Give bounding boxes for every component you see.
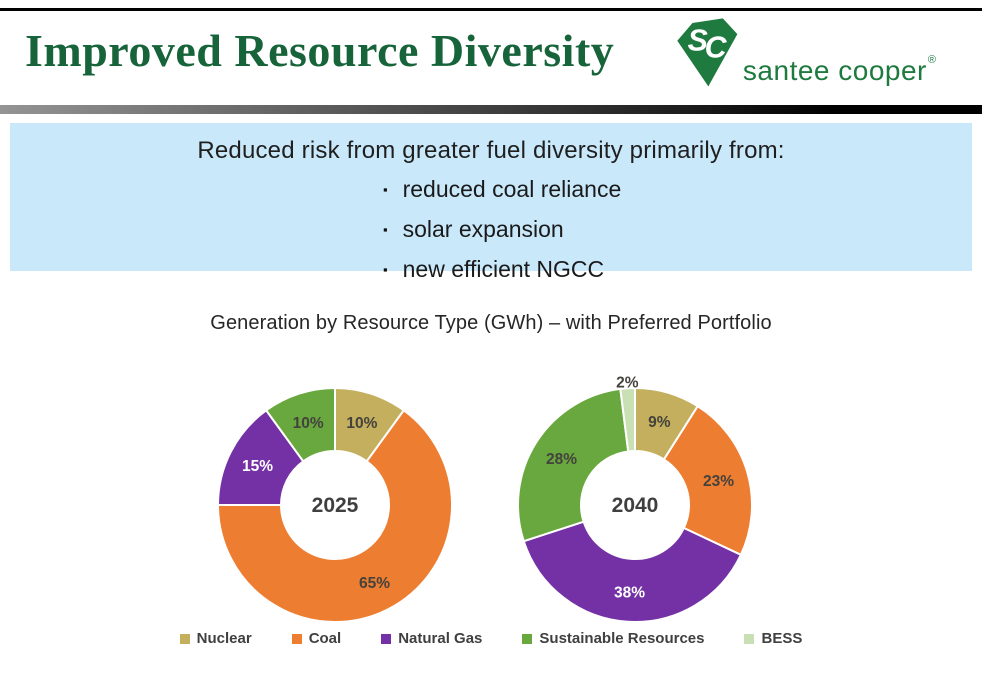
legend-label: Nuclear <box>196 630 252 647</box>
data-label: 65% <box>359 575 390 592</box>
legend-label: Coal <box>308 630 342 647</box>
legend-label: BESS <box>761 630 803 647</box>
bullet-text: solar expansion <box>402 216 564 242</box>
bullet-text: reduced coal reliance <box>402 176 622 202</box>
bullet-item: new efficient NGCC <box>383 251 972 291</box>
header-divider <box>0 105 982 114</box>
donut-center-label: 2040 <box>612 494 659 517</box>
svg-text:C: C <box>705 31 728 64</box>
data-label: 28% <box>546 451 577 468</box>
santee-cooper-gem-icon: S C <box>677 18 738 87</box>
donut-chart-2040: 9% 23% 38% 28% 2% 2040 <box>505 357 765 653</box>
bullet-item: solar expansion <box>383 211 972 251</box>
data-label: 15% <box>242 458 273 475</box>
data-label: 10% <box>346 415 377 432</box>
legend-item-bess: BESS <box>744 630 802 647</box>
bullet-text: new efficient NGCC <box>402 256 605 282</box>
legend-item-sustainable-resources: Sustainable Resources <box>522 630 704 647</box>
slice-sustainable-resources <box>265 387 336 463</box>
svg-text:S: S <box>688 25 708 58</box>
callout-heading: Reduced risk from greater fuel diversity… <box>197 137 785 164</box>
top-border-line <box>0 8 982 11</box>
data-label: 9% <box>648 414 671 431</box>
brand-logo: S C santee cooper ® <box>674 16 936 88</box>
donut-chart-2025: 10% 65% 15% 10% 2025 <box>205 357 465 653</box>
legend-label: Natural Gas <box>398 630 483 647</box>
legend-item-coal: Coal <box>291 630 342 647</box>
slice-coal <box>217 409 453 623</box>
slice-sustainable-resources <box>517 387 630 543</box>
registered-trademark-symbol: ® <box>927 54 936 66</box>
slice-bess <box>619 386 636 453</box>
donut-center-label: 2025 <box>312 494 359 517</box>
data-label: 10% <box>293 415 324 432</box>
slice-coal <box>662 405 753 556</box>
legend-label: Sustainable Resources <box>539 630 705 647</box>
slice-natural-gas <box>522 520 742 623</box>
legend-swatch-icon <box>522 633 533 644</box>
donut-svg-2040: 9% 23% 38% 28% 2% 2040 <box>517 375 753 623</box>
chart-legend: Nuclear Coal Natural Gas Sustainable Resour… <box>0 630 982 647</box>
legend-swatch-icon <box>291 633 302 644</box>
legend-swatch-icon <box>179 633 190 644</box>
brand-name: santee cooper <box>742 55 927 86</box>
callout-bullet-list: reduced coal reliance solar expansion ne… <box>383 171 972 291</box>
bullet-item: reduced coal reliance <box>383 171 972 211</box>
chart-title: Generation by Resource Type (GWh) – with… <box>210 312 772 334</box>
data-label: 2% <box>616 375 639 392</box>
legend-item-nuclear: Nuclear <box>179 630 252 647</box>
page-title: Improved Resource Diversity <box>25 25 615 76</box>
legend-swatch-icon <box>381 633 392 644</box>
callout-panel: Reduced risk from greater fuel diversity… <box>10 123 972 282</box>
legend-swatch-icon <box>744 633 755 644</box>
legend-item-natural-gas: Natural Gas <box>381 630 482 647</box>
data-label: 38% <box>614 584 645 601</box>
data-label: 23% <box>703 473 734 490</box>
donut-svg-2025: 10% 65% 15% 10% 2025 <box>217 387 453 623</box>
